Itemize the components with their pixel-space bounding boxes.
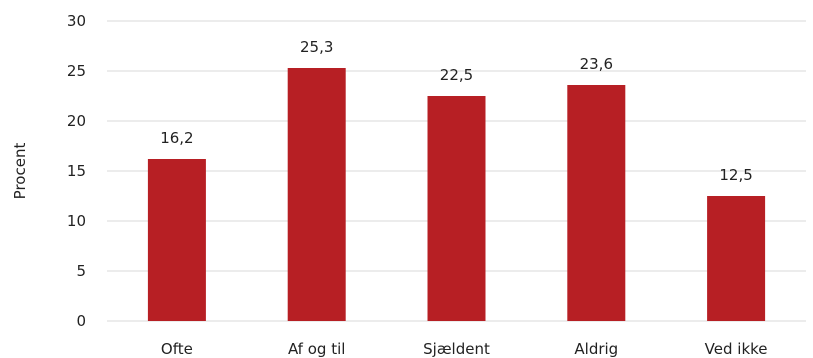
y-tick-label: 20 bbox=[67, 112, 86, 130]
data-labels: 16,2 25,3 22,5 23,6 12,5 bbox=[160, 38, 753, 184]
x-category-label: Sjældent bbox=[423, 340, 490, 358]
y-axis-title: Procent bbox=[11, 143, 29, 200]
data-label: 22,5 bbox=[440, 66, 473, 84]
y-tick-label: 15 bbox=[67, 162, 86, 180]
x-category-label: Aldrig bbox=[574, 340, 618, 358]
bar-ved-ikke bbox=[707, 196, 766, 321]
y-tick-label: 30 bbox=[67, 12, 86, 30]
data-label: 12,5 bbox=[719, 166, 752, 184]
y-tick-label: 5 bbox=[76, 262, 86, 280]
data-label: 16,2 bbox=[160, 129, 193, 147]
bar-ofte bbox=[147, 159, 206, 321]
y-tick-label: 25 bbox=[67, 62, 86, 80]
x-axis-categories: Ofte Af og til Sjældent Aldrig Ved ikke bbox=[161, 340, 768, 358]
data-label: 23,6 bbox=[580, 55, 613, 73]
bar-aldrig bbox=[567, 85, 626, 321]
x-category-label: Af og til bbox=[288, 340, 345, 358]
bar-af-og-til bbox=[287, 68, 346, 321]
bars bbox=[147, 68, 766, 321]
x-category-label: Ved ikke bbox=[705, 340, 768, 358]
data-label: 25,3 bbox=[300, 38, 333, 56]
y-axis-ticks: 0 5 10 15 20 25 30 bbox=[67, 12, 86, 330]
bar-sjældent bbox=[427, 96, 486, 321]
y-tick-label: 0 bbox=[76, 312, 86, 330]
x-category-label: Ofte bbox=[161, 340, 193, 358]
y-tick-label: 10 bbox=[67, 212, 86, 230]
